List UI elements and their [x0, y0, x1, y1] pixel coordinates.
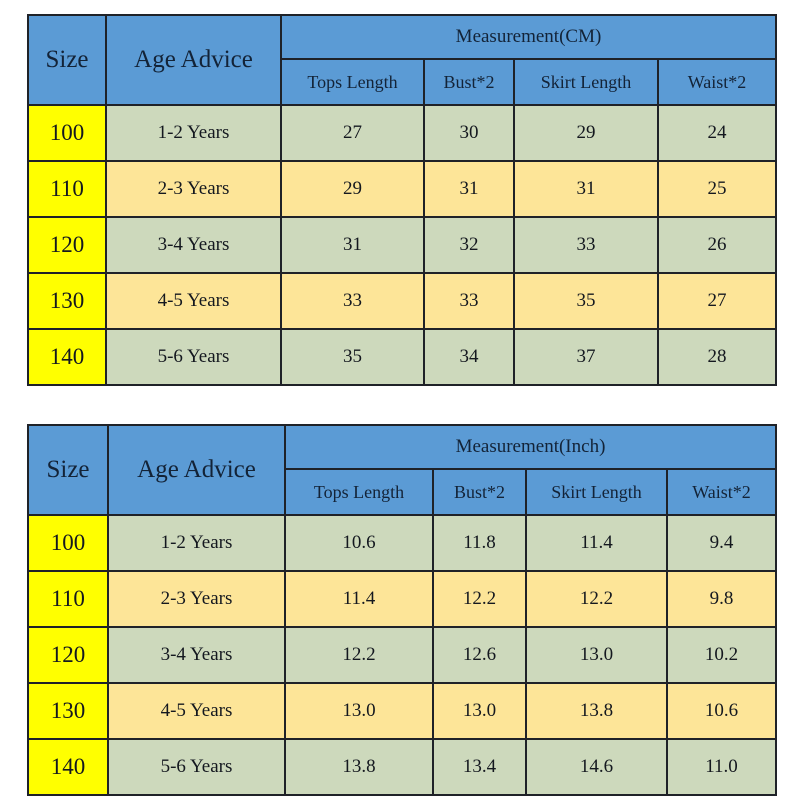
col-header-waist: Waist*2	[666, 468, 777, 516]
value-cell: 28	[657, 328, 777, 386]
col-header-skirt-length: Skirt Length	[525, 468, 668, 516]
value-cell: 11.8	[432, 514, 527, 572]
value-cell: 13.0	[525, 626, 668, 684]
header-row-sub: Tops Length Bust*2 Skirt Length Waist*2	[28, 468, 777, 516]
value-cell: 14.6	[525, 738, 668, 796]
measurement-group-header-inch: Measurement(Inch)	[284, 424, 777, 470]
size-table-inch: Size Age Advice Measurement(Inch) Tops L…	[27, 424, 777, 796]
size-table-cm: Size Age Advice Measurement(CM) Tops Len…	[27, 14, 777, 386]
value-cell: 33	[280, 272, 425, 330]
col-header-waist: Waist*2	[657, 58, 777, 106]
value-cell: 13.8	[525, 682, 668, 740]
size-cell: 100	[27, 104, 107, 162]
col-header-size: Size	[27, 424, 109, 516]
col-header-bust: Bust*2	[432, 468, 527, 516]
age-cell: 4-5 Years	[105, 272, 282, 330]
value-cell: 11.0	[666, 738, 777, 796]
table-row-size-110: 110 2-3 Years 11.4 12.2 12.2 9.8	[27, 570, 777, 628]
value-cell: 24	[657, 104, 777, 162]
age-cell: 1-2 Years	[105, 104, 282, 162]
value-cell: 12.2	[525, 570, 668, 628]
value-cell: 13.4	[432, 738, 527, 796]
size-cell: 110	[27, 160, 107, 218]
table-row-size-120: 120 3-4 Years 31 32 33 26	[27, 216, 777, 274]
size-cell: 140	[27, 328, 107, 386]
age-cell: 2-3 Years	[105, 160, 282, 218]
size-cell: 120	[27, 216, 107, 274]
value-cell: 33	[423, 272, 515, 330]
table-row-size-130: 130 4-5 Years 33 33 35 27	[27, 272, 777, 330]
value-cell: 33	[513, 216, 659, 274]
value-cell: 30	[423, 104, 515, 162]
value-cell: 10.2	[666, 626, 777, 684]
table-row-size-120: 120 3-4 Years 12.2 12.6 13.0 10.2	[27, 626, 777, 684]
table-row-size-100: 100 1-2 Years 27 30 29 24	[27, 104, 777, 162]
age-cell: 3-4 Years	[105, 216, 282, 274]
col-header-tops-length: Tops Length	[280, 58, 425, 106]
table-row-size-140: 140 5-6 Years 13.8 13.4 14.6 11.0	[27, 738, 777, 796]
age-cell: 4-5 Years	[107, 682, 286, 740]
value-cell: 34	[423, 328, 515, 386]
value-cell: 10.6	[284, 514, 434, 572]
value-cell: 13.0	[284, 682, 434, 740]
value-cell: 29	[280, 160, 425, 218]
age-cell: 1-2 Years	[107, 514, 286, 572]
value-cell: 9.8	[666, 570, 777, 628]
size-cell: 140	[27, 738, 109, 796]
col-header-skirt-length: Skirt Length	[513, 58, 659, 106]
value-cell: 29	[513, 104, 659, 162]
table-row-size-100: 100 1-2 Years 10.6 11.8 11.4 9.4	[27, 514, 777, 572]
value-cell: 10.6	[666, 682, 777, 740]
col-header-age-advice: Age Advice	[105, 14, 282, 106]
table-row-size-130: 130 4-5 Years 13.0 13.0 13.8 10.6	[27, 682, 777, 740]
header-row-sub: Tops Length Bust*2 Skirt Length Waist*2	[28, 58, 777, 106]
age-cell: 3-4 Years	[107, 626, 286, 684]
value-cell: 31	[423, 160, 515, 218]
value-cell: 35	[280, 328, 425, 386]
value-cell: 13.8	[284, 738, 434, 796]
value-cell: 27	[657, 272, 777, 330]
value-cell: 12.2	[432, 570, 527, 628]
header-row-top: Size Age Advice Measurement(Inch)	[27, 424, 777, 516]
value-cell: 26	[657, 216, 777, 274]
value-cell: 11.4	[284, 570, 434, 628]
value-cell: 27	[280, 104, 425, 162]
size-cell: 120	[27, 626, 109, 684]
size-cell: 110	[27, 570, 109, 628]
value-cell: 31	[280, 216, 425, 274]
value-cell: 25	[657, 160, 777, 218]
age-cell: 2-3 Years	[107, 570, 286, 628]
header-row-top: Size Age Advice Measurement(CM)	[27, 14, 777, 106]
value-cell: 9.4	[666, 514, 777, 572]
age-cell: 5-6 Years	[107, 738, 286, 796]
value-cell: 11.4	[525, 514, 668, 572]
value-cell: 35	[513, 272, 659, 330]
value-cell: 13.0	[432, 682, 527, 740]
size-cell: 100	[27, 514, 109, 572]
col-header-tops-length: Tops Length	[284, 468, 434, 516]
value-cell: 32	[423, 216, 515, 274]
col-header-age-advice: Age Advice	[107, 424, 286, 516]
size-cell: 130	[27, 272, 107, 330]
value-cell: 37	[513, 328, 659, 386]
col-header-size: Size	[27, 14, 107, 106]
col-header-bust: Bust*2	[423, 58, 515, 106]
age-cell: 5-6 Years	[105, 328, 282, 386]
value-cell: 12.6	[432, 626, 527, 684]
table-row-size-140: 140 5-6 Years 35 34 37 28	[27, 328, 777, 386]
value-cell: 12.2	[284, 626, 434, 684]
size-cell: 130	[27, 682, 109, 740]
measurement-group-header-cm: Measurement(CM)	[280, 14, 777, 60]
value-cell: 31	[513, 160, 659, 218]
table-row-size-110: 110 2-3 Years 29 31 31 25	[27, 160, 777, 218]
